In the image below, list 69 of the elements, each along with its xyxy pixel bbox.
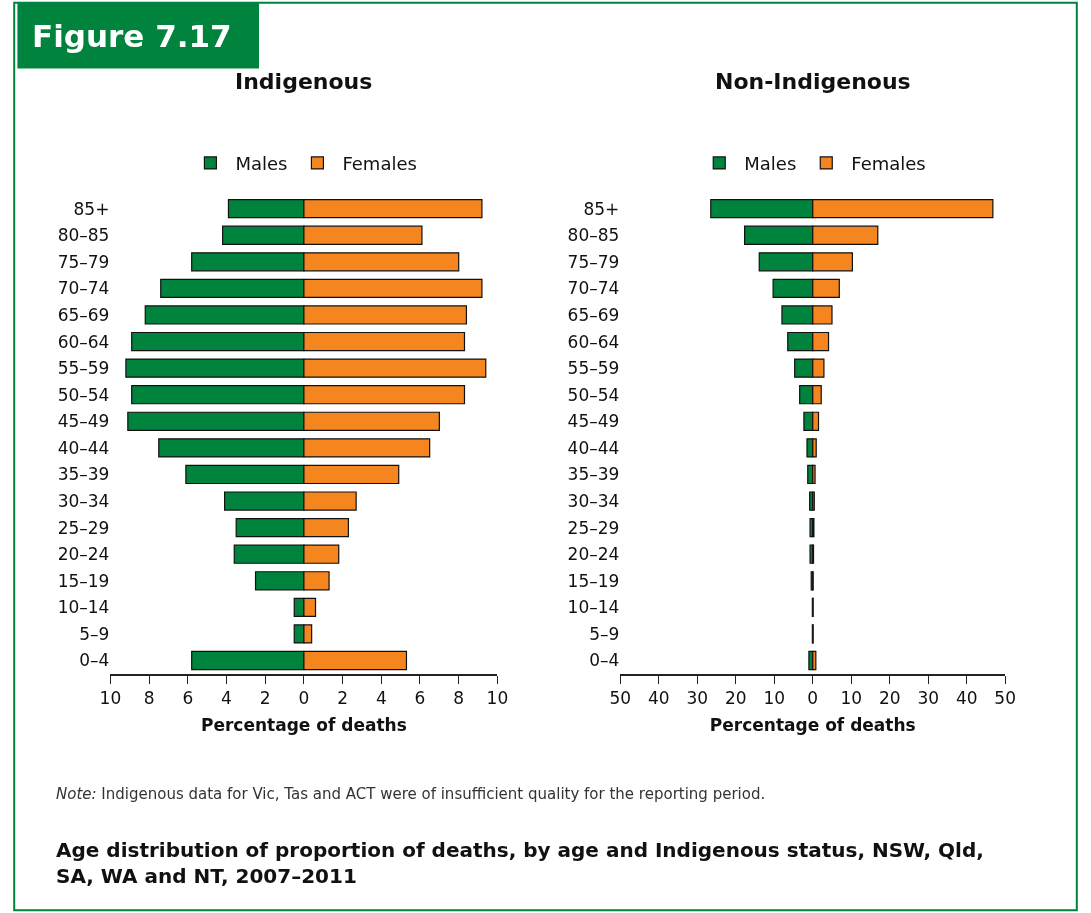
x-tick-label: 4 — [221, 687, 232, 708]
x-tick-label: 30 — [917, 687, 940, 708]
x-tick-label: 10 — [99, 687, 122, 708]
x-tick-label: 10 — [763, 687, 786, 708]
x-tick-label: 6 — [182, 687, 194, 708]
text: Note: Indigenous data for Vic, Tas and ACT were of insufficient quality for the reporting period. — [56, 785, 766, 803]
x-tick-label: 2 — [337, 687, 349, 708]
y-tick-label: 55–59 — [57, 358, 110, 379]
x-tick-label: 40 — [955, 687, 978, 708]
y-tick-label: 85+ — [583, 198, 620, 219]
x-tick-label: 20 — [878, 687, 901, 708]
y-tick-label: 70–74 — [567, 278, 620, 299]
y-tick-label: 65–69 — [567, 304, 620, 325]
y-tick-label: 0–4 — [79, 650, 110, 671]
x-tick-label: 40 — [647, 687, 670, 708]
x-tick-label: 8 — [143, 687, 155, 708]
y-tick-label: 10–14 — [567, 597, 620, 618]
y-tick-label: 55–59 — [567, 358, 620, 379]
x-tick-label: 6 — [414, 687, 426, 708]
x-axis-title: Percentage of deaths — [709, 714, 916, 735]
y-tick-label: 5–9 — [589, 623, 620, 644]
x-tick-label: 0 — [807, 687, 819, 708]
x-tick-label: 2 — [259, 687, 271, 708]
legend-label: Females — [851, 152, 926, 174]
x-tick-label: 0 — [298, 687, 310, 708]
y-tick-label: 15–19 — [567, 570, 620, 591]
y-tick-label: 40–44 — [57, 437, 110, 458]
x-tick-label: 4 — [375, 687, 387, 708]
legend-label: Males — [235, 152, 288, 174]
y-tick-label: 30–34 — [57, 490, 110, 511]
x-tick-label: 30 — [686, 687, 709, 708]
y-tick-label: 0–4 — [589, 650, 620, 671]
x-tick-label: 10 — [486, 687, 509, 708]
x-tick-label: 50 — [994, 687, 1016, 708]
y-tick-label: 60–64 — [57, 331, 110, 352]
y-tick-label: 85+ — [73, 198, 110, 219]
caption: Figure 7.17 — [32, 18, 232, 54]
x-tick-label: 8 — [453, 687, 465, 708]
y-tick-label: 10–14 — [57, 597, 110, 618]
y-tick-label: 25–29 — [57, 517, 110, 538]
y-tick-label: 45–49 — [57, 411, 110, 432]
y-tick-label: 45–49 — [567, 411, 620, 432]
y-tick-label: 80–85 — [57, 225, 110, 246]
y-tick-label: 75–79 — [57, 251, 110, 272]
y-tick-label: 75–79 — [567, 251, 620, 272]
y-tick-label: 80–85 — [567, 225, 620, 246]
y-tick-label: 20–24 — [567, 544, 620, 565]
y-tick-label: 15–19 — [57, 570, 110, 591]
chart-title: Non-Indigenous — [715, 69, 911, 94]
y-tick-label: 35–39 — [57, 464, 110, 485]
x-tick-label: 10 — [840, 687, 863, 708]
y-tick-label: 70–74 — [57, 278, 110, 299]
text: Age distribution of proportion of deaths, by age and Indigenous status, NSW, Qld, SA, WA and NT, 2007–2011 — [56, 838, 984, 888]
y-tick-label: 35–39 — [567, 464, 620, 485]
y-tick-label: 50–54 — [567, 384, 620, 405]
y-tick-label: 20–24 — [57, 544, 110, 565]
x-tick-label: 50 — [609, 687, 632, 708]
y-tick-label: 30–34 — [567, 490, 620, 511]
y-tick-label: 40–44 — [567, 437, 620, 458]
x-tick-label: 20 — [724, 687, 747, 708]
chart-title: Indigenous — [235, 69, 373, 94]
y-tick-label: 65–69 — [57, 304, 110, 325]
legend-label: Males — [744, 152, 797, 174]
y-tick-label: 5–9 — [79, 623, 110, 644]
y-tick-label: 60–64 — [567, 331, 620, 352]
x-axis-title: Percentage of deaths — [201, 714, 407, 735]
y-tick-label: 25–29 — [567, 517, 620, 538]
legend-label: Females — [342, 152, 417, 174]
y-tick-label: 50–54 — [57, 384, 110, 405]
